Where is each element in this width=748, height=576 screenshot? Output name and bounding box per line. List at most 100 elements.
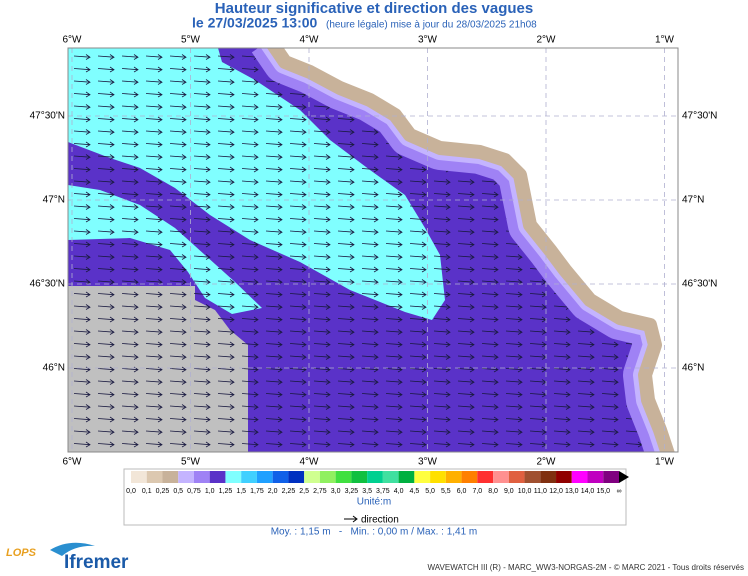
wave-arrow — [241, 241, 259, 248]
wave-arrow — [457, 441, 475, 448]
wave-arrow — [457, 216, 475, 223]
wave-arrow — [265, 129, 283, 135]
wave-arrow — [97, 54, 115, 60]
wave-arrow — [385, 254, 403, 260]
wave-arrow — [289, 104, 307, 110]
wave-arrow — [433, 404, 451, 410]
wave-arrow — [313, 141, 331, 148]
wave-arrow — [121, 254, 139, 260]
wave-arrow — [361, 304, 379, 310]
wave-arrow — [433, 216, 451, 223]
wave-arrow — [289, 204, 307, 210]
wave-arrow — [481, 329, 499, 335]
wave-arrow — [361, 404, 379, 410]
wave-arrow — [193, 216, 211, 223]
wave-arrow — [385, 329, 403, 335]
wave-arrow — [265, 341, 283, 348]
wave-arrow — [457, 316, 475, 323]
wave-arrow — [217, 404, 235, 410]
wave-arrow — [529, 366, 547, 373]
wave-arrow — [361, 216, 379, 223]
legend-swatch — [304, 471, 320, 483]
wave-arrow — [601, 404, 619, 410]
wave-arrow — [481, 379, 499, 385]
map — [68, 48, 678, 452]
wave-arrow — [337, 391, 355, 398]
wave-arrow — [313, 379, 331, 385]
wave-arrow — [505, 266, 523, 273]
wave-arrow — [337, 129, 355, 135]
wave-arrow — [97, 366, 115, 373]
wave-arrow — [505, 441, 523, 448]
wave-arrow — [241, 104, 259, 110]
wave-arrow — [217, 166, 235, 173]
wave-arrow — [361, 254, 379, 260]
wave-arrow — [385, 366, 403, 373]
legend-swatch — [319, 471, 336, 483]
wave-arrow — [433, 379, 451, 385]
wave-arrow — [241, 279, 259, 285]
wave-arrow — [121, 266, 139, 273]
wave-arrow — [385, 191, 403, 198]
wave-arrow — [241, 391, 259, 398]
wave-arrow — [361, 141, 379, 148]
wave-arrow — [73, 429, 91, 435]
legend-swatch — [351, 471, 368, 483]
wave-arrow — [73, 254, 91, 260]
wave-arrow — [289, 166, 307, 173]
wave-arrow — [289, 379, 307, 385]
wave-arrow — [337, 416, 355, 423]
wave-arrow — [361, 379, 379, 385]
wave-arrow — [313, 304, 331, 310]
wave-arrow — [241, 354, 259, 360]
wave-arrow — [553, 416, 571, 423]
wave-arrow — [193, 116, 211, 123]
wave-arrow — [385, 391, 403, 398]
wave-arrow — [121, 429, 139, 435]
wave-arrow — [73, 404, 91, 410]
wave-arrow — [217, 254, 235, 260]
wave-arrow — [73, 79, 91, 85]
wave-arrow — [337, 404, 355, 410]
wave-arrow — [241, 154, 259, 160]
wave-arrow — [313, 254, 331, 260]
wave-arrow — [241, 79, 259, 85]
wave-arrow — [73, 229, 91, 235]
wave-arrow — [169, 304, 187, 310]
legend-swatch — [272, 471, 289, 483]
lon-label-top: 6°W — [63, 35, 83, 46]
wave-arrow — [241, 416, 259, 423]
wave-arrow — [289, 241, 307, 248]
wave-arrow — [433, 429, 451, 435]
wave-arrow — [193, 91, 211, 98]
wave-arrow — [97, 329, 115, 335]
wave-arrow — [193, 166, 211, 173]
wave-arrow — [217, 141, 235, 148]
wave-arrow — [193, 316, 211, 323]
wave-arrow — [121, 91, 139, 98]
wave-arrow — [241, 179, 259, 185]
wave-arrow — [433, 391, 451, 398]
wave-arrow — [265, 354, 283, 360]
lat-label-left: 46°30'N — [30, 279, 65, 290]
wave-arrow — [217, 291, 235, 298]
wave-arrow — [145, 316, 163, 323]
wave-arrow — [313, 129, 331, 135]
wave-arrow — [193, 129, 211, 135]
wave-arrow — [337, 141, 355, 148]
wave-arrow — [193, 79, 211, 85]
wave-arrow — [289, 391, 307, 398]
legend-label: 2,75 — [313, 488, 327, 495]
wave-arrow — [97, 404, 115, 410]
wave-arrow — [265, 266, 283, 273]
wave-arrow — [313, 404, 331, 410]
wave-arrow — [217, 104, 235, 110]
wave-arrow — [481, 266, 499, 273]
wave-arrow — [169, 366, 187, 373]
legend-swatch — [256, 471, 273, 483]
wave-arrow — [481, 391, 499, 398]
wave-arrow — [289, 141, 307, 148]
wave-arrow — [193, 341, 211, 348]
wave-arrow — [313, 266, 331, 273]
wave-arrow — [337, 316, 355, 323]
